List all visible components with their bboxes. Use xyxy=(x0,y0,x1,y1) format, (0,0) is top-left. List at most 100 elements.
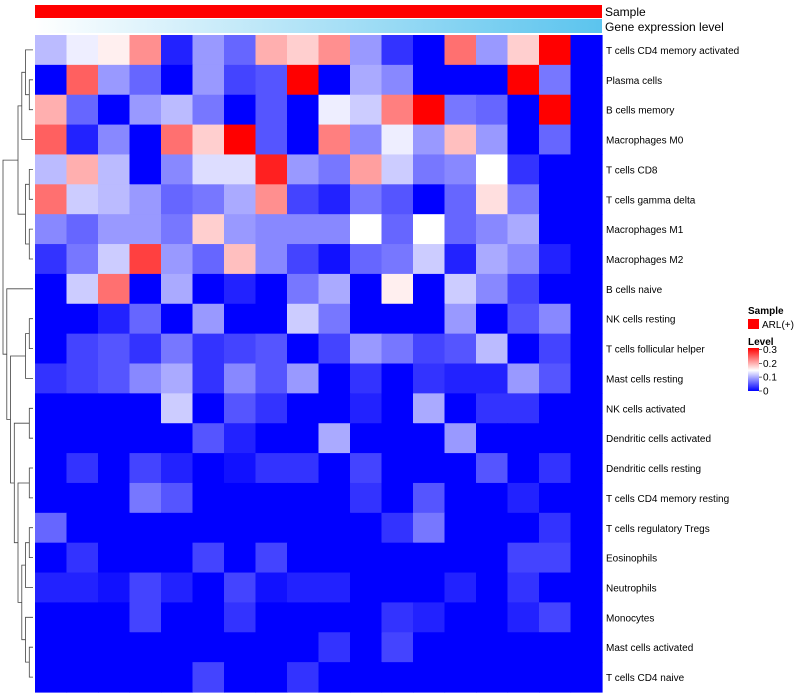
heatmap-cell xyxy=(255,542,288,574)
heatmap-cell xyxy=(35,35,68,66)
heatmap-cell xyxy=(381,124,414,156)
heatmap-cell xyxy=(287,124,320,156)
heatmap-cell xyxy=(381,662,414,693)
heatmap-cell xyxy=(35,64,68,96)
heatmap-cell xyxy=(413,363,446,394)
heatmap-cell xyxy=(350,542,383,574)
heatmap-cell xyxy=(350,423,383,454)
heatmap-cell xyxy=(255,64,288,96)
heatmap-cell xyxy=(318,94,351,126)
heatmap-cell xyxy=(381,632,414,663)
heatmap-cell xyxy=(98,94,131,126)
heatmap-cell xyxy=(381,542,414,574)
heatmap-cell xyxy=(255,214,288,245)
heatmap-cell xyxy=(570,662,603,693)
heatmap-cell xyxy=(66,572,99,604)
heatmap-cell xyxy=(381,453,414,484)
heatmap-cell xyxy=(444,35,477,66)
row-labels: T cells CD4 memory activated Plasma cells… xyxy=(606,46,739,684)
heatmap-cell xyxy=(570,94,603,126)
heatmap-cell xyxy=(570,64,603,96)
heatmap-cell xyxy=(413,273,446,305)
heatmap-cell xyxy=(476,423,509,454)
level-tick-label: 0 xyxy=(763,387,769,398)
heatmap-cell xyxy=(570,244,603,275)
heatmap-cell xyxy=(224,244,257,275)
level-legend-ticks: 0.3 0.2 0.1 0 xyxy=(759,345,777,398)
row-label: Neutrophils xyxy=(606,583,657,594)
heatmap-cell xyxy=(570,214,603,245)
heatmap-cell xyxy=(98,303,131,335)
heatmap-cell xyxy=(224,154,257,185)
heatmap-cell xyxy=(381,273,414,305)
heatmap-cell xyxy=(318,363,351,394)
heatmap-cell xyxy=(161,662,194,693)
heatmap-cell xyxy=(224,363,257,394)
heatmap-cell xyxy=(129,393,162,424)
heatmap-cell xyxy=(66,303,99,335)
heatmap-cell xyxy=(35,94,68,126)
heatmap-cell xyxy=(381,512,414,544)
dendrogram-branch xyxy=(21,71,33,140)
heatmap-cell xyxy=(224,214,257,245)
heatmap-cell xyxy=(350,632,383,663)
heatmap-cell xyxy=(66,542,99,574)
heatmap-cell xyxy=(318,124,351,156)
heatmap-cell xyxy=(129,154,162,185)
heatmap-cell xyxy=(570,602,603,633)
heatmap-cell xyxy=(444,632,477,663)
row-label: T cells follicular helper xyxy=(606,345,705,356)
heatmap-cell xyxy=(444,602,477,633)
heatmap-cell xyxy=(98,482,131,514)
heatmap-cell xyxy=(350,35,383,66)
heatmap-cell xyxy=(129,214,162,245)
heatmap-cell xyxy=(539,393,572,424)
heatmap-cell xyxy=(476,482,509,514)
heatmap-cell xyxy=(161,632,194,663)
heatmap-cell xyxy=(192,632,225,663)
sample-legend-swatch xyxy=(748,319,759,329)
heatmap-cell xyxy=(444,453,477,484)
heatmap-cell xyxy=(507,542,540,574)
heatmap-cell xyxy=(318,602,351,633)
heatmap-cell xyxy=(350,602,383,633)
heatmap-cell xyxy=(318,333,351,365)
heatmap-cell xyxy=(161,333,194,365)
row-label: Dendritic cells resting xyxy=(606,464,701,475)
heatmap-cell xyxy=(66,333,99,365)
heatmap-cell xyxy=(413,303,446,335)
heatmap-cell xyxy=(413,214,446,245)
heatmap-cell xyxy=(318,512,351,544)
heatmap-cell xyxy=(255,512,288,544)
heatmap-cell xyxy=(129,542,162,574)
heatmap-cell xyxy=(570,363,603,394)
heatmap-cell xyxy=(255,602,288,633)
heatmap-cell xyxy=(161,393,194,424)
heatmap-cell xyxy=(161,124,194,156)
heatmap-cell xyxy=(255,303,288,335)
heatmap-cell xyxy=(129,662,162,693)
heatmap-cell xyxy=(318,214,351,245)
heatmap-cell xyxy=(224,303,257,335)
heatmap-cell xyxy=(192,423,225,454)
heatmap-cell xyxy=(444,124,477,156)
heatmap-cell xyxy=(35,303,68,335)
heatmap-cell xyxy=(381,244,414,275)
heatmap-cell xyxy=(350,572,383,604)
heatmap-cell xyxy=(318,393,351,424)
heatmap-cell xyxy=(476,273,509,305)
row-label: T cells CD8 xyxy=(606,165,658,176)
heatmap-cell xyxy=(539,154,572,185)
heatmap-cell xyxy=(129,244,162,275)
row-dendrogram xyxy=(2,49,33,678)
heatmap-cell xyxy=(318,35,351,66)
row-label: Macrophages M1 xyxy=(606,225,684,236)
heatmap-cell xyxy=(224,602,257,633)
heatmap-cell xyxy=(413,124,446,156)
heatmap-cell xyxy=(287,244,320,275)
heatmap-cell xyxy=(381,184,414,215)
heatmap-cell xyxy=(318,542,351,574)
heatmap-cell xyxy=(350,482,383,514)
heatmap-cell xyxy=(287,154,320,185)
heatmap-cell xyxy=(413,542,446,574)
